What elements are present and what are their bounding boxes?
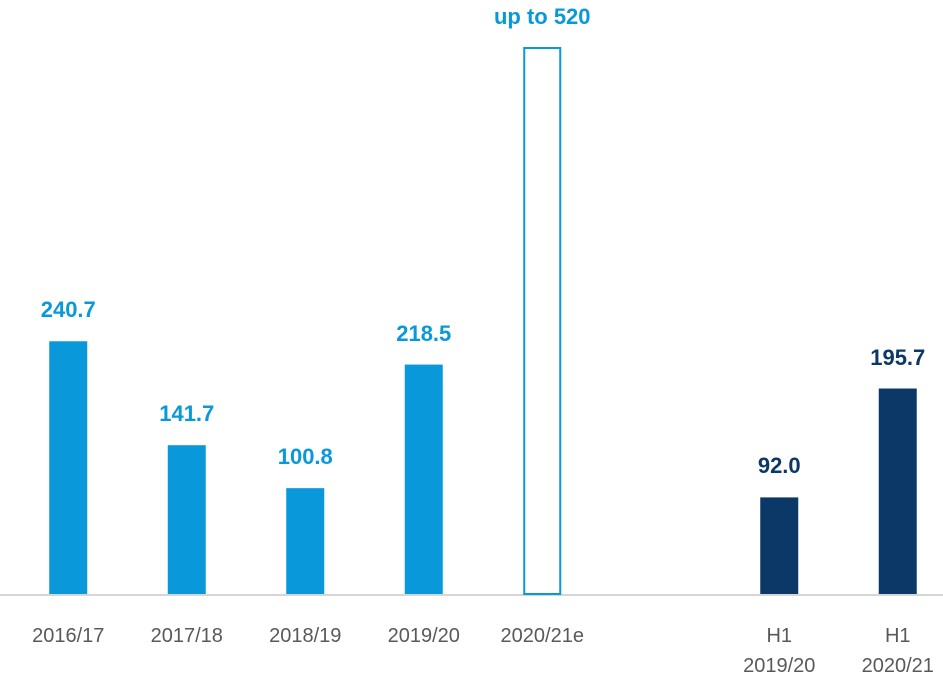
x-tick-label: 2020/21e <box>500 625 584 647</box>
value-label: 92.0 <box>757 453 801 479</box>
x-tick-label: 2019/20 <box>387 625 460 647</box>
x-tick-label: 2016/17 <box>32 625 105 647</box>
bar <box>878 388 917 594</box>
x-tick-label: 2017/18 <box>150 625 223 647</box>
x-tick-label: 2018/19 <box>269 625 342 647</box>
bar <box>49 341 88 594</box>
value-label: 100.8 <box>277 444 333 470</box>
bar <box>404 364 443 594</box>
value-label: 240.7 <box>40 297 96 323</box>
value-label: up to 520 <box>493 4 591 29</box>
x-tick-label: H1 2020/21 <box>861 625 934 677</box>
value-label: 195.7 <box>870 344 926 370</box>
value-label: 141.7 <box>159 401 215 427</box>
value-label: 218.5 <box>396 320 452 346</box>
bar <box>760 497 799 594</box>
bar <box>286 488 325 594</box>
x-tick-label: H1 2019/20 <box>743 625 816 677</box>
bar <box>167 445 206 594</box>
bar <box>523 47 562 595</box>
